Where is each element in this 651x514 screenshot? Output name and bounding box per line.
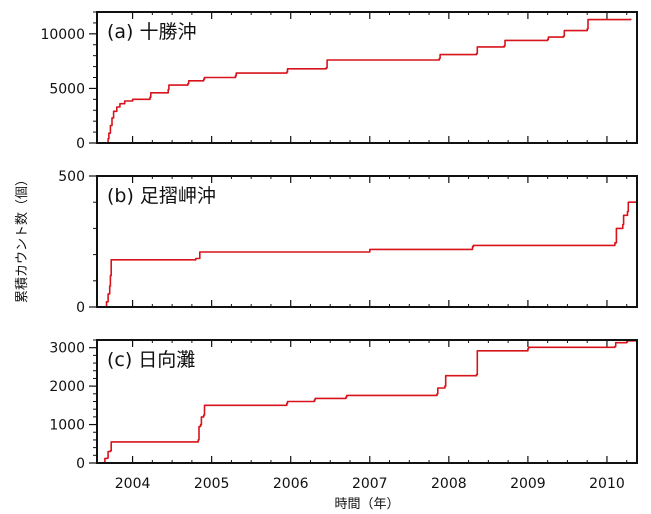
panel-title: (b) 足摺岬沖	[107, 185, 216, 207]
y-tick-label: 0	[76, 136, 85, 152]
y-axis-title: 累積カウント数（個）	[15, 173, 30, 303]
x-tick-label: 2007	[352, 476, 388, 492]
x-tick-label: 2009	[510, 476, 546, 492]
y-tick-label: 2000	[49, 379, 85, 395]
y-tick-label: 500	[58, 169, 85, 185]
plot-frame	[96, 175, 638, 308]
series-line	[104, 340, 638, 464]
x-tick-label: 2004	[115, 476, 151, 492]
x-axis: 2004 2005 2006 2007 2008 2009 2010	[115, 476, 625, 492]
y-tick-label: 10000	[40, 27, 85, 43]
series-line	[105, 200, 638, 308]
plot-frame	[96, 339, 638, 464]
x-axis-title: 時間（年）	[334, 497, 399, 512]
series-line	[107, 18, 632, 144]
y-tick-label: 5000	[49, 81, 85, 97]
x-tick-label: 2008	[431, 476, 467, 492]
y-tick-label: 3000	[49, 341, 85, 357]
panel-a: 0 5000 10000 (a) 十勝沖	[40, 11, 638, 152]
panel-b: 0 500 (b) 足摺岬沖	[58, 169, 638, 316]
y-tick-label: 0	[76, 456, 85, 472]
x-tick-label: 2010	[589, 476, 625, 492]
plot-frame	[96, 11, 638, 144]
panel-title: (c) 日向灘	[107, 349, 195, 371]
panels: 0 5000 10000 (a) 十勝沖 0 500 (b) 足摺岬沖 0 1000 2000 30…	[40, 11, 638, 472]
x-tick-label: 2006	[273, 476, 309, 492]
x-tick-label: 2005	[194, 476, 230, 492]
y-tick-label: 1000	[49, 418, 85, 434]
y-tick-label: 0	[76, 300, 85, 316]
panel-title: (a) 十勝沖	[107, 21, 197, 43]
panel-c: 0 1000 2000 3000 (c) 日向灘	[49, 339, 638, 472]
